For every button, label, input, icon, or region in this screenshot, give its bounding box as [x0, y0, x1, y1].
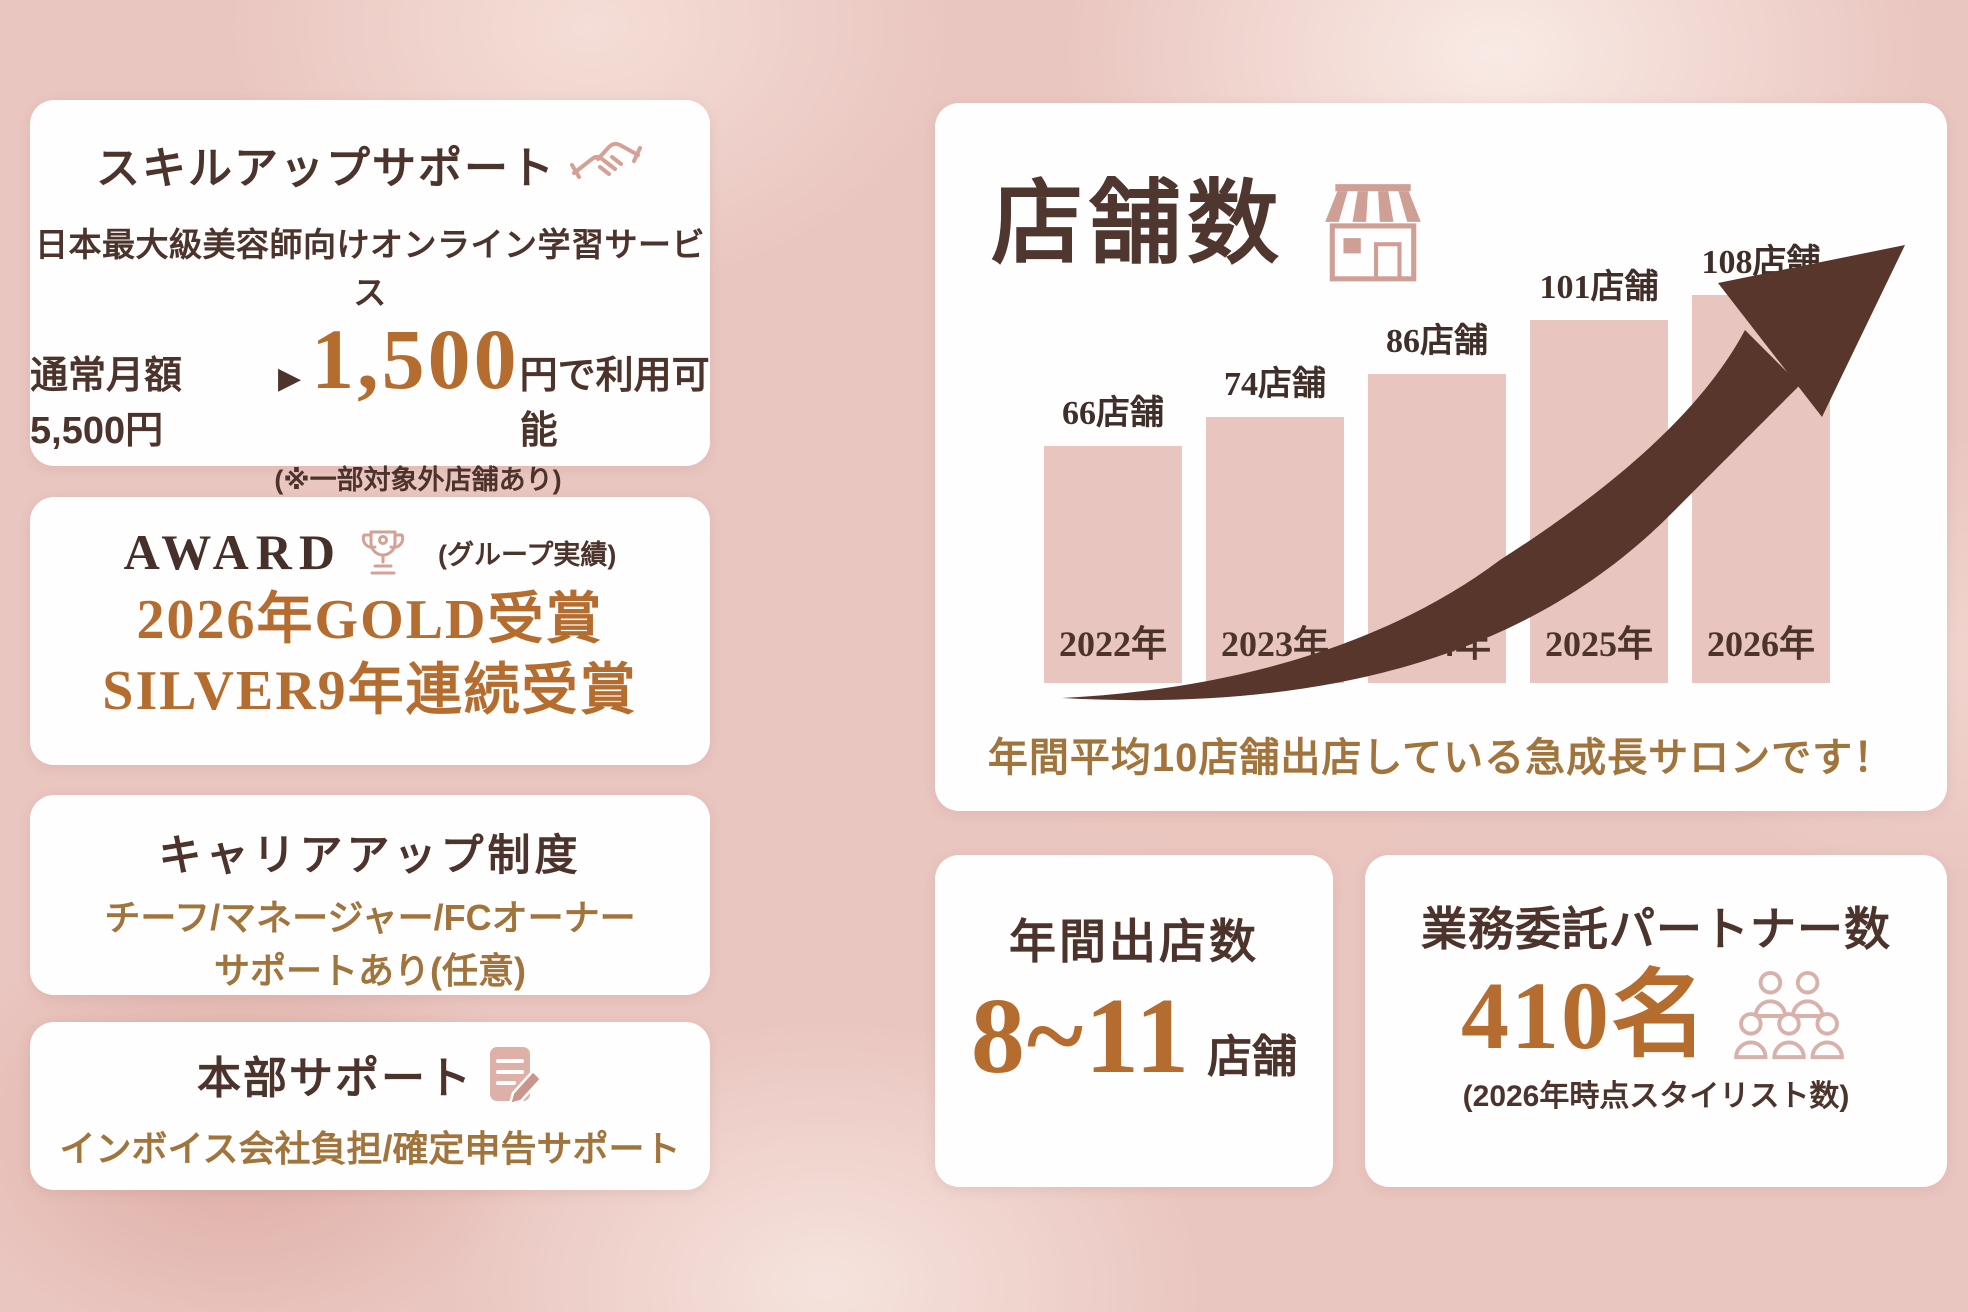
- skill-title-row: スキルアップサポート: [30, 132, 710, 196]
- clipboard-pencil-icon: [490, 1047, 543, 1105]
- hq-support-card: 本部サポート インボイス会社負担/確定申告サポート: [30, 1022, 710, 1190]
- handshake-icon: [570, 141, 642, 179]
- annual-openings-unit: 店舗: [1207, 1031, 1298, 1082]
- bar-value-label: 74店舗: [1224, 366, 1326, 403]
- store-count-card: 店舗数 66店舗2022年74店舗2023年86店舗2024年101店舗2025…: [935, 103, 1947, 811]
- partners-card: 業務委託パートナー数 410名 (2026年時点スタイリスト数): [1365, 855, 1947, 1187]
- bar-year-label: 2026年: [1706, 624, 1815, 664]
- skill-title: スキルアップサポート: [96, 144, 556, 193]
- partners-value-row: 410名: [1365, 961, 1947, 1071]
- skill-price-suffix: 円で利用可能: [519, 355, 710, 452]
- award-silver-line: SILVER9年連続受賞: [102, 659, 638, 722]
- award-gold-line: 2026年GOLD受賞: [136, 589, 604, 651]
- career-up-card: キャリアアップ制度 チーフ/マネージャー/FCオーナー サポートあり(任意): [30, 795, 710, 995]
- arrow-right-icon: ▶: [278, 362, 302, 395]
- people-group-icon: [1734, 971, 1844, 1060]
- award-card: AWARD (グループ実績) 2026年GOLD受賞 SILVER9年連続受賞: [30, 497, 710, 765]
- store-count-caption: 年間平均10店舗出店している急成長サロンです！: [987, 736, 1895, 780]
- annual-openings-title: 年間出店数: [1009, 915, 1259, 968]
- skill-price-value: 1,500: [311, 311, 520, 407]
- bar-group-2022年: 66店舗 2022年: [1044, 103, 1182, 683]
- bar-value-label: 66店舗: [1062, 395, 1164, 432]
- skill-line1: 日本最大級美容師向けオンライン学習サービス: [35, 226, 705, 311]
- growth-arrow: [1062, 245, 1905, 701]
- bar-year-label: 2022年: [1058, 624, 1167, 664]
- career-line1: チーフ/マネージャー/FCオーナー: [104, 897, 636, 938]
- trophy-icon: [361, 530, 405, 575]
- skill-support-card: スキルアップサポート 日本最大級美容師向けオンライン学習サービス 通常月額5,5…: [30, 100, 710, 495]
- annual-openings-value: 8~11: [970, 977, 1192, 1096]
- career-title: キャリアアップ制度: [158, 832, 582, 880]
- partners-title: 業務委託パートナー数: [1421, 903, 1891, 955]
- annual-openings-value-row: 8~11 店舗: [935, 977, 1333, 1097]
- hq-line1: インボイス会社負担/確定申告サポート: [59, 1128, 681, 1169]
- bar-group-2023年: 74店舗 2023年: [1206, 103, 1344, 683]
- career-line2: サポートあり(任意): [214, 950, 526, 991]
- skill-price-prefix: 通常月額5,500円: [30, 355, 183, 452]
- award-title: AWARD: [123, 524, 342, 580]
- skill-price-row: 通常月額5,500円 ▶ 1,500 円で利用可能: [30, 316, 710, 454]
- storefront-icon: [1325, 184, 1421, 282]
- store-count-title: 店舗数: [991, 173, 1286, 275]
- bar-value-label: 86店舗: [1386, 323, 1488, 360]
- bar-year-label: 2025年: [1544, 624, 1653, 664]
- bar-value-label: 101店舗: [1539, 269, 1659, 306]
- bar: [1044, 446, 1182, 683]
- bar: [1206, 417, 1344, 683]
- partners-note: (2026年時点スタイリスト数): [1462, 1080, 1850, 1114]
- award-subtitle: (グループ実績): [437, 539, 617, 570]
- hq-title-row: 本部サポート: [30, 1042, 710, 1106]
- award-title-row: AWARD (グループ実績): [30, 523, 710, 581]
- partners-value: 410名: [1461, 962, 1709, 1069]
- skill-note: (※一部対象外店舗あり): [274, 465, 562, 495]
- hq-title: 本部サポート: [197, 1054, 473, 1103]
- annual-openings-card: 年間出店数 8~11 店舗: [935, 855, 1333, 1187]
